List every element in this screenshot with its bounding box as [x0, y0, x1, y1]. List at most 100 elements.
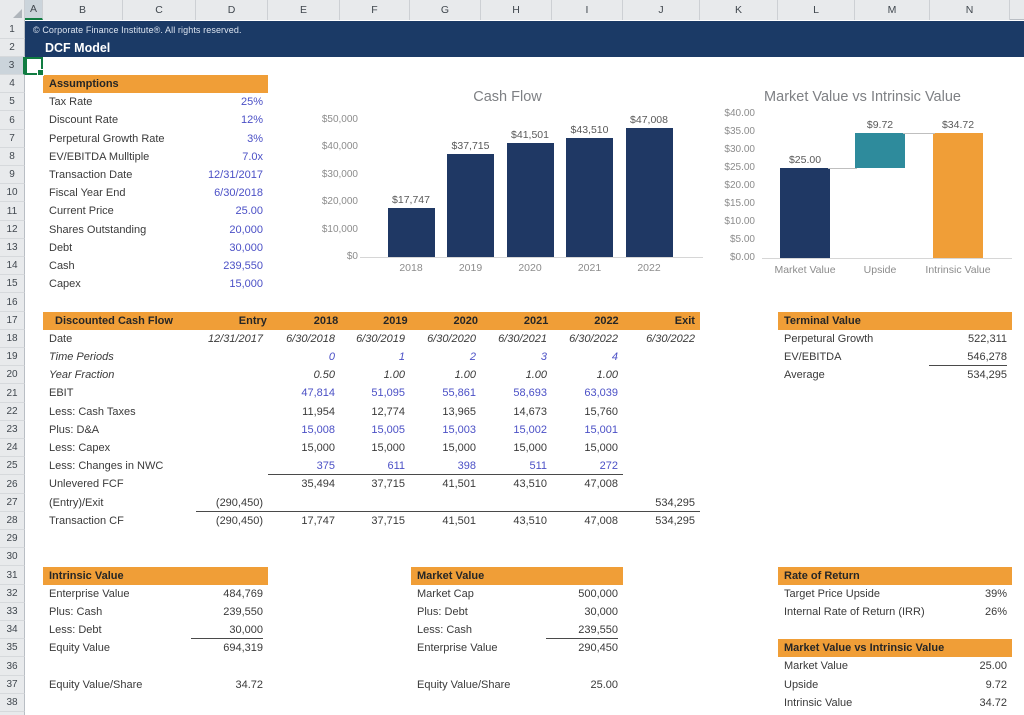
dcf-value-cell[interactable]: [623, 421, 700, 439]
dcf-column-header[interactable]: 2019: [383, 314, 408, 327]
cell-value[interactable]: 30,000: [229, 241, 263, 254]
cell-label[interactable]: Perpetural Growth Rate: [49, 132, 165, 145]
cell-value[interactable]: 239,550: [546, 621, 618, 640]
row-header-26[interactable]: 26: [0, 475, 25, 494]
row-header-37[interactable]: 37: [0, 675, 25, 694]
cell-value[interactable]: 522,311: [968, 332, 1007, 345]
dcf-value-cell[interactable]: [623, 348, 700, 366]
cell-label[interactable]: Target Price Upside: [784, 587, 880, 600]
dcf-value-cell[interactable]: [552, 494, 623, 512]
cell-value[interactable]: 534,295: [967, 369, 1007, 382]
row-header-27[interactable]: 27: [0, 493, 25, 512]
dcf-value-cell[interactable]: 41,501: [442, 514, 476, 527]
row-header-10[interactable]: 10: [0, 184, 25, 203]
dcf-value-cell[interactable]: 15,000: [584, 442, 618, 454]
dcf-column-header[interactable]: Entry: [238, 314, 267, 327]
row-header-6[interactable]: 6: [0, 111, 25, 130]
cell-label[interactable]: Debt: [49, 241, 73, 254]
dcf-row-label[interactable]: Year Fraction: [49, 369, 115, 382]
cell-label[interactable]: Shares Outstanding: [49, 223, 147, 236]
dcf-value-cell[interactable]: 17,747: [301, 514, 335, 527]
column-header-F[interactable]: F: [340, 0, 410, 20]
row-header-38[interactable]: 38: [0, 693, 25, 713]
cell-value[interactable]: 20,000: [229, 223, 263, 236]
dcf-value-cell[interactable]: [196, 403, 268, 421]
row-header-7[interactable]: 7: [0, 129, 25, 148]
dcf-row-label[interactable]: (Entry)/Exit: [49, 496, 104, 509]
dcf-row-label[interactable]: Less: Capex: [49, 442, 111, 454]
dcf-value-cell[interactable]: 3: [540, 351, 547, 364]
column-header-I[interactable]: I: [552, 0, 623, 20]
column-header-C[interactable]: C: [123, 0, 196, 20]
cell-value[interactable]: 25.00: [979, 660, 1007, 673]
cell-value[interactable]: 290,450: [578, 642, 618, 655]
cell-label[interactable]: Current Price: [49, 205, 114, 218]
rate-of-return-header[interactable]: Rate of Return: [778, 566, 1012, 585]
cell-label[interactable]: Plus: Cash: [49, 605, 103, 618]
cell-label[interactable]: Transaction Date: [49, 169, 133, 182]
row-header-39[interactable]: 39: [0, 712, 25, 715]
dcf-value-cell[interactable]: 12,774: [371, 405, 405, 418]
row-header-25[interactable]: 25: [0, 457, 25, 476]
dcf-column-header[interactable]: Exit: [674, 314, 695, 327]
row-header-23[interactable]: 23: [0, 420, 25, 440]
cell-label[interactable]: Less: Cash: [417, 624, 473, 637]
row-header-2[interactable]: 2: [0, 38, 25, 57]
dcf-value-cell[interactable]: 37,715: [371, 478, 405, 491]
market-value-header[interactable]: Market Value: [411, 566, 623, 585]
dcf-value-cell[interactable]: [481, 494, 552, 512]
dcf-value-cell[interactable]: 0: [328, 351, 335, 364]
column-header-J[interactable]: J: [623, 0, 700, 20]
dcf-row-label[interactable]: EBIT: [49, 387, 74, 400]
cell-label[interactable]: EV/EBITDA Mulltiple: [49, 150, 150, 163]
row-header-28[interactable]: 28: [0, 511, 25, 531]
cell-label[interactable]: Discount Rate: [49, 114, 119, 127]
dcf-value-cell[interactable]: 14,673: [513, 405, 547, 418]
dcf-value-cell[interactable]: 398: [410, 457, 481, 476]
dcf-value-cell[interactable]: 15,000: [513, 442, 547, 454]
dcf-value-cell[interactable]: [196, 457, 268, 475]
dcf-value-cell[interactable]: 1.00: [454, 369, 476, 382]
cell-label[interactable]: Equity Value/Share: [49, 678, 143, 691]
row-header-32[interactable]: 32: [0, 584, 25, 603]
dcf-value-cell[interactable]: 15,000: [371, 442, 405, 454]
mv-vs-iv-header[interactable]: Market Value vs Intrinsic Value: [778, 639, 1012, 658]
row-header-5[interactable]: 5: [0, 93, 25, 112]
dcf-value-cell[interactable]: [410, 494, 481, 512]
row-header-1[interactable]: 1: [0, 20, 25, 39]
dcf-value-cell[interactable]: 15,000: [442, 442, 476, 454]
column-header-N[interactable]: N: [930, 0, 1010, 20]
dcf-value-cell[interactable]: 15,001: [584, 423, 618, 436]
dcf-value-cell[interactable]: 43,510: [513, 514, 547, 527]
dcf-value-cell[interactable]: 43,510: [513, 478, 547, 491]
cash-flow-chart[interactable]: Cash Flow $0 $10,000 $20,000 $30,000 $40,000…: [305, 86, 710, 286]
cell-label[interactable]: Less: Debt: [49, 624, 102, 637]
dcf-value-cell[interactable]: 534,295: [623, 494, 700, 512]
dcf-value-cell[interactable]: 12/31/2017: [207, 332, 263, 345]
dcf-value-cell[interactable]: [196, 421, 268, 439]
cell-label[interactable]: Enterprise Value: [417, 642, 498, 655]
row-header-20[interactable]: 20: [0, 366, 25, 385]
dcf-value-cell[interactable]: [623, 403, 700, 421]
dcf-value-cell[interactable]: 611: [340, 457, 410, 476]
cell-label[interactable]: Fiscal Year End: [49, 187, 126, 200]
select-all-button[interactable]: [0, 0, 25, 20]
dcf-section-header[interactable]: Discounted Cash Flow Entry 2018 2019 2020 20…: [43, 311, 700, 330]
dcf-value-cell[interactable]: [623, 439, 700, 457]
dcf-value-cell[interactable]: 1: [398, 351, 405, 364]
cell-value[interactable]: 7.0x: [242, 150, 263, 163]
dcf-value-cell[interactable]: 47,814: [301, 387, 335, 400]
dcf-value-cell[interactable]: [268, 494, 340, 512]
dcf-value-cell[interactable]: 511: [481, 457, 552, 476]
cell-value[interactable]: 30,000: [584, 605, 618, 618]
market-vs-intrinsic-chart[interactable]: Market Value vs Intrinsic Value $0.00 $5.…: [705, 86, 1020, 286]
assumptions-section-header[interactable]: Assumptions: [43, 75, 268, 94]
dcf-row-label[interactable]: Less: Changes in NWC: [49, 460, 164, 473]
dcf-value-cell[interactable]: 534,295: [655, 514, 695, 527]
dcf-value-cell[interactable]: 1.00: [525, 369, 547, 382]
cell-value[interactable]: 484,769: [223, 587, 263, 600]
dcf-value-cell[interactable]: 1.00: [383, 369, 405, 382]
dcf-value-cell[interactable]: [196, 439, 268, 457]
dcf-value-cell[interactable]: [196, 348, 268, 366]
cell-value[interactable]: 500,000: [578, 587, 618, 600]
